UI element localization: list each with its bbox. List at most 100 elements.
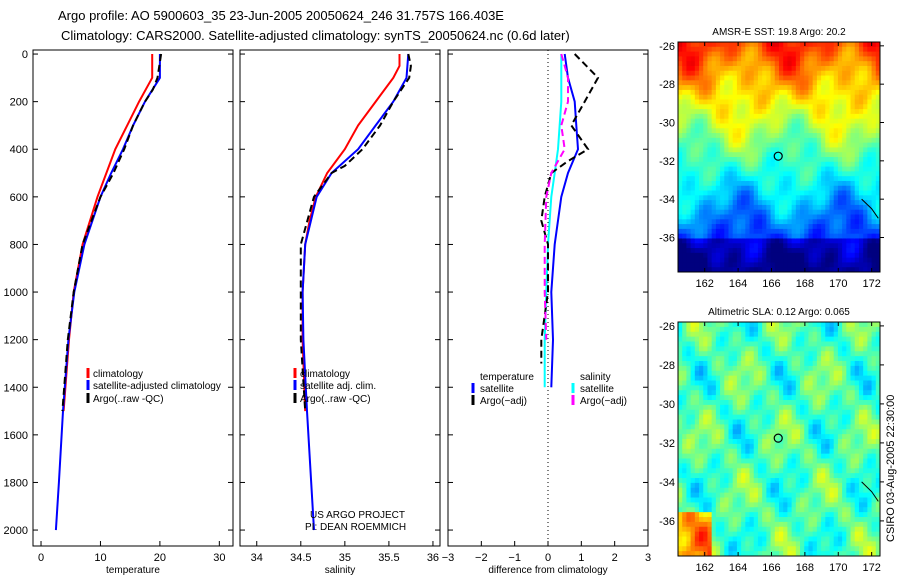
heatmap-cell <box>707 536 713 542</box>
heatmap-cell <box>720 507 725 513</box>
heatmap-cell <box>749 85 755 91</box>
heatmap-cell <box>837 233 843 239</box>
heatmap-cell <box>871 521 877 528</box>
heatmap-cell <box>871 385 877 391</box>
heatmap-cell <box>749 439 755 445</box>
heatmap-cell <box>770 142 776 148</box>
heatmap-cell <box>678 365 683 372</box>
heatmap-cell <box>774 109 780 115</box>
heatmap-cell <box>720 113 725 120</box>
heatmap-cell <box>699 531 704 538</box>
heatmap-cell <box>745 252 751 259</box>
heatmap-cell <box>732 380 738 386</box>
heatmap-cell <box>825 252 830 259</box>
heatmap-cell <box>728 370 734 377</box>
heatmap-cell <box>825 180 830 187</box>
heatmap-cell <box>766 507 772 513</box>
heatmap-cell <box>724 75 729 81</box>
heatmap-cell <box>816 65 822 72</box>
heatmap-cell <box>800 109 805 115</box>
heatmap-cell <box>829 224 835 230</box>
heatmap-cell <box>686 346 692 352</box>
heatmap-cell <box>863 224 868 230</box>
heatmap-cell <box>715 113 721 120</box>
heatmap-cell <box>867 492 873 499</box>
heatmap-cell <box>875 502 881 508</box>
heatmap-cell <box>808 531 814 538</box>
heatmap-cell <box>745 458 751 464</box>
heatmap-cell <box>762 142 767 148</box>
heatmap-cell <box>732 512 738 518</box>
heatmap-cell <box>816 331 822 338</box>
heatmap-cell <box>829 176 835 182</box>
heatmap-cell <box>711 123 717 129</box>
heatmap-cell <box>682 157 687 163</box>
pi-label: PI: DEAN ROEMMICH <box>305 522 406 533</box>
heatmap-cell <box>863 104 868 110</box>
heatmap-cell <box>779 243 784 249</box>
heatmap-cell <box>858 219 864 225</box>
heatmap-cell <box>867 137 873 144</box>
heatmap-cell <box>871 56 877 62</box>
heatmap-cell <box>694 546 700 552</box>
heatmap-cell <box>808 322 814 328</box>
heatmap-cell <box>724 322 729 328</box>
heatmap-cell <box>854 267 860 273</box>
heatmap-cell <box>753 512 759 518</box>
heatmap-cell <box>787 257 793 263</box>
heatmap-cell <box>766 70 772 77</box>
heatmap-cell <box>821 409 826 416</box>
heatmap-cell <box>804 375 809 382</box>
heatmap-cell <box>749 414 755 421</box>
heatmap-cell <box>749 262 755 268</box>
heatmap-cell <box>753 262 759 268</box>
heatmap-cell <box>787 243 793 249</box>
heatmap-cell <box>694 439 700 445</box>
heatmap-cell <box>732 414 738 421</box>
heatmap-cell <box>800 492 805 499</box>
heatmap-cell <box>762 157 767 163</box>
heatmap-cell <box>686 85 692 91</box>
heatmap-cell <box>812 336 818 343</box>
heatmap-cell <box>783 61 788 67</box>
heatmap-cell <box>850 375 856 382</box>
heatmap-cell <box>850 409 856 416</box>
heatmap-cell <box>863 99 868 105</box>
heatmap-cell <box>736 262 742 268</box>
heatmap-cell <box>745 190 751 196</box>
heatmap-cell <box>757 176 763 182</box>
heatmap-cell <box>812 365 818 372</box>
heatmap-cell <box>795 204 801 211</box>
heatmap-cell <box>724 56 729 62</box>
heatmap-cell <box>749 238 755 244</box>
heatmap-cell <box>812 204 818 211</box>
heatmap-cell <box>804 439 809 445</box>
heatmap-cell <box>800 482 805 489</box>
heatmap-cell <box>846 375 852 382</box>
heatmap-cell <box>724 404 729 411</box>
heatmap-cell <box>850 176 856 182</box>
heatmap-cell <box>711 414 717 421</box>
heatmap-cell <box>690 104 696 110</box>
heatmap-cell <box>703 375 708 382</box>
heatmap-cell <box>678 200 683 206</box>
heatmap-cell <box>686 70 692 77</box>
heatmap-cell <box>795 453 801 460</box>
heatmap-cell <box>749 375 755 382</box>
heatmap-cell <box>678 546 683 552</box>
heatmap-cell <box>762 409 767 416</box>
heatmap-cell <box>850 478 856 484</box>
heatmap-cell <box>863 439 868 445</box>
heatmap-cell <box>715 243 721 249</box>
heatmap-cell <box>766 176 772 182</box>
heatmap-cell <box>871 331 877 338</box>
heatmap-cell <box>728 176 734 182</box>
heatmap-cell <box>795 385 801 391</box>
heatmap-cell <box>774 380 780 386</box>
heatmap-cell <box>749 180 755 187</box>
heatmap-cell <box>808 228 814 235</box>
heatmap-cell <box>800 546 805 552</box>
heatmap-cell <box>766 541 772 547</box>
heatmap-cell <box>812 42 818 48</box>
heatmap-cell <box>829 409 835 416</box>
